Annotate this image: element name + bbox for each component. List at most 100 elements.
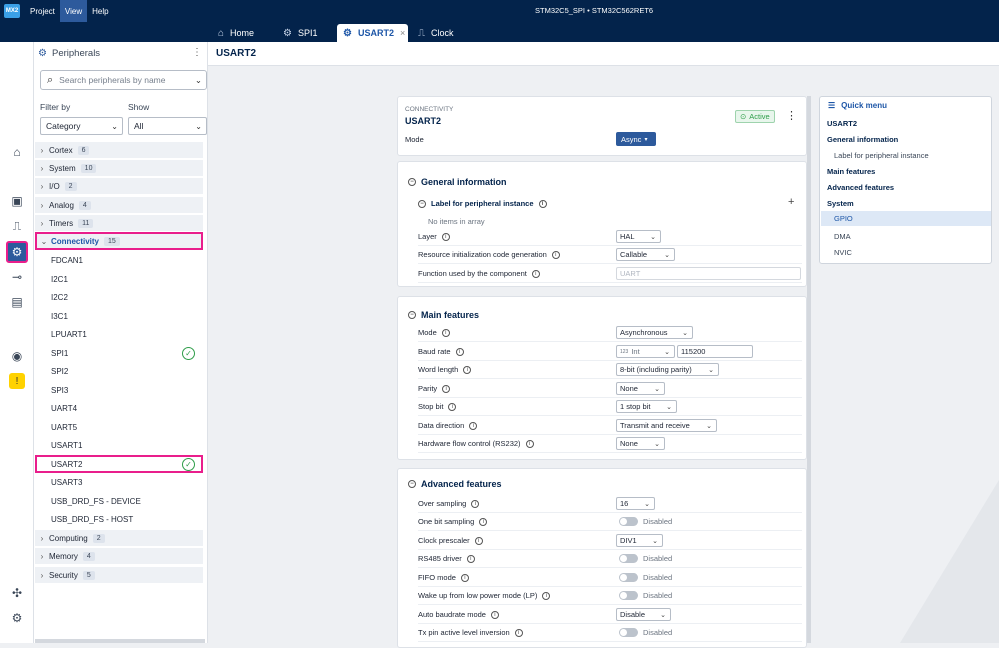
chevron-down-icon[interactable]: ⌄ <box>194 74 202 85</box>
list-item-selected[interactable]: USART2 <box>35 455 203 473</box>
quick-menu-item-selected[interactable]: GPIO <box>821 211 991 226</box>
info-icon[interactable]: i <box>460 573 469 582</box>
add-icon[interactable]: + <box>788 196 795 208</box>
quick-menu-item[interactable]: Label for peripheral instance <box>834 151 929 160</box>
one-bit-sampling-toggle[interactable] <box>619 517 638 526</box>
tx-inversion-toggle[interactable] <box>619 628 638 637</box>
pinout-icon[interactable]: ⎍ <box>12 218 22 233</box>
info-icon[interactable]: i <box>466 554 475 563</box>
tab-usart2[interactable]: ⚙ USART2 × <box>337 24 408 42</box>
list-item[interactable]: I2C1 <box>51 275 68 284</box>
menu-project[interactable]: Project <box>30 6 55 16</box>
section-header[interactable]: − Advanced features <box>408 479 502 489</box>
tab-spi1[interactable]: ⚙ SPI1 <box>283 24 317 42</box>
info-icon[interactable]: i <box>474 536 483 545</box>
quick-menu-item[interactable]: System <box>827 199 854 208</box>
list-item[interactable]: FDCAN1 <box>51 256 84 265</box>
auto-baudrate-select[interactable]: Disable ⌄ <box>616 608 671 621</box>
info-icon[interactable]: i <box>469 421 478 430</box>
close-icon[interactable]: × <box>399 28 406 38</box>
section-header[interactable]: − Main features <box>408 310 479 320</box>
info-icon[interactable]: i <box>490 610 499 619</box>
filter-select[interactable]: Category ⌄ <box>40 117 123 135</box>
category-cortex[interactable]: › Cortex 6 <box>35 142 203 158</box>
list-item[interactable]: UART5 <box>51 423 78 432</box>
clock-prescaler-select[interactable]: DIV1 ⌄ <box>616 534 663 547</box>
rs485-toggle[interactable] <box>619 554 638 563</box>
init-code-select[interactable]: Callable ⌄ <box>616 248 675 261</box>
quick-menu-item[interactable]: NVIC <box>834 248 852 257</box>
quick-menu-item[interactable]: General information <box>827 135 899 144</box>
list-item[interactable]: UART4 <box>51 404 78 413</box>
layer-select[interactable]: HAL ⌄ <box>616 230 661 243</box>
settings-icon[interactable]: ⚙ <box>11 611 23 625</box>
quick-menu-item[interactable]: Advanced features <box>827 183 895 192</box>
info-icon[interactable]: i <box>442 384 451 393</box>
category-security[interactable]: › Security 5 <box>35 567 203 583</box>
quick-menu-item[interactable]: USART2 <box>827 119 858 128</box>
category-memory[interactable]: › Memory 4 <box>35 548 203 564</box>
function-input[interactable]: UART <box>616 267 801 280</box>
info-icon[interactable]: i <box>551 250 560 259</box>
category-timers[interactable]: › Timers 11 <box>35 215 203 231</box>
collapse-icon[interactable]: − <box>418 199 426 208</box>
commit-icon[interactable]: ⊸ <box>11 270 23 284</box>
baud-rate-input[interactable]: 115200 <box>677 345 753 358</box>
category-system[interactable]: › System 10 <box>35 160 203 176</box>
word-length-select[interactable]: 8-bit (including parity) ⌄ <box>616 363 719 376</box>
board-icon[interactable]: ▤ <box>11 295 23 309</box>
section-header[interactable]: − General information <box>408 177 507 187</box>
peripherals-icon[interactable]: ⚙ <box>6 241 28 263</box>
info-icon[interactable]: i <box>463 365 472 374</box>
menu-view[interactable]: View <box>59 0 88 22</box>
mode-button[interactable]: Async ▾ <box>616 132 656 146</box>
info-icon[interactable]: i <box>448 402 457 411</box>
fifo-mode-toggle[interactable] <box>619 573 638 582</box>
list-item[interactable]: USART3 <box>51 478 83 487</box>
vertical-scrollbar[interactable] <box>807 96 811 643</box>
category-analog[interactable]: › Analog 4 <box>35 197 203 213</box>
list-item[interactable]: USB_DRD_FS - HOST <box>51 515 134 524</box>
baud-unit-select[interactable]: 123 Int ⌄ <box>616 345 675 358</box>
info-icon[interactable]: i <box>538 199 547 208</box>
home-icon[interactable]: ⌂ <box>13 145 21 159</box>
more-icon[interactable]: ⋮ <box>786 110 797 122</box>
list-item[interactable]: I2C2 <box>51 293 68 302</box>
info-icon[interactable]: i <box>514 628 523 637</box>
warning-icon[interactable]: ! <box>9 373 25 389</box>
list-item[interactable]: SPI3 <box>51 386 69 395</box>
info-icon[interactable]: i <box>525 439 534 448</box>
list-item[interactable]: SPI2 <box>51 367 69 376</box>
category-connectivity[interactable]: ⌄ Connectivity 15 <box>35 232 203 250</box>
list-item[interactable]: USB_DRD_FS - DEVICE <box>51 497 141 506</box>
category-io[interactable]: › I/O 2 <box>35 178 203 194</box>
target-icon[interactable]: ◉ <box>11 349 23 363</box>
data-direction-select[interactable]: Transmit and receive ⌄ <box>616 419 717 432</box>
quick-menu-item[interactable]: Main features <box>827 167 876 176</box>
mode-select[interactable]: Asynchronous ⌄ <box>616 326 693 339</box>
info-icon[interactable]: i <box>542 591 551 600</box>
wakeup-toggle[interactable] <box>619 591 638 600</box>
info-icon[interactable]: i <box>455 347 464 356</box>
info-icon[interactable]: i <box>441 232 450 241</box>
more-icon[interactable]: ⋮ <box>192 47 202 58</box>
plugin-icon[interactable]: ✣ <box>11 586 23 600</box>
list-item[interactable]: I3C1 <box>51 312 68 321</box>
list-item[interactable]: LPUART1 <box>51 330 87 339</box>
list-item[interactable]: SPI1 <box>51 349 69 358</box>
list-item[interactable]: USART1 <box>51 441 83 450</box>
oversampling-select[interactable]: 16 ⌄ <box>616 497 655 510</box>
horizontal-scrollbar[interactable] <box>35 639 205 643</box>
category-computing[interactable]: › Computing 2 <box>35 530 203 546</box>
chip-icon[interactable]: ▣ <box>11 194 23 208</box>
stop-bit-select[interactable]: 1 stop bit ⌄ <box>616 400 677 413</box>
flow-control-select[interactable]: None ⌄ <box>616 437 665 450</box>
menu-help[interactable]: Help <box>92 6 109 16</box>
quick-menu-item[interactable]: DMA <box>834 232 851 241</box>
tab-clock[interactable]: ⎍ Clock <box>418 24 454 42</box>
info-icon[interactable]: i <box>471 499 480 508</box>
show-select[interactable]: All ⌄ <box>128 117 207 135</box>
search-input[interactable]: ⌕ Search peripherals by name ⌄ <box>40 70 207 90</box>
parity-select[interactable]: None ⌄ <box>616 382 665 395</box>
tab-home[interactable]: ⌂ Home <box>218 24 254 42</box>
